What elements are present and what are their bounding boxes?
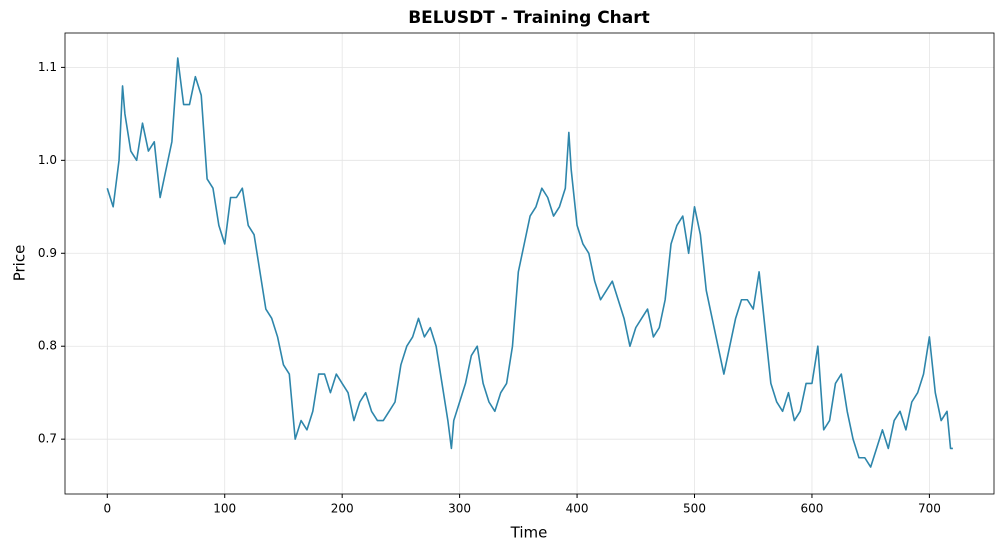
- x-tick-label: 300: [448, 502, 471, 516]
- x-tick-label: 400: [566, 502, 589, 516]
- price-line: [106, 57, 953, 468]
- x-tick-label: 700: [918, 502, 941, 516]
- chart-title: BELUSDT - Training Chart: [408, 8, 650, 28]
- y-tick-label: 0.9: [38, 246, 57, 260]
- plot-frame: [64, 32, 995, 495]
- x-tick-label: 0: [103, 502, 111, 516]
- x-tick-label: 100: [213, 502, 236, 516]
- y-tick-label: 1.0: [38, 153, 57, 167]
- x-tick-label: 600: [801, 502, 824, 516]
- x-tick-label: 500: [683, 502, 706, 516]
- y-tick-label: 0.7: [38, 432, 57, 446]
- y-tick-label: 1.1: [38, 60, 57, 74]
- x-axis-label: Time: [510, 524, 548, 542]
- y-axis-label: Price: [11, 245, 29, 282]
- x-tick-label: 200: [331, 502, 354, 516]
- y-tick-label: 0.8: [38, 339, 57, 353]
